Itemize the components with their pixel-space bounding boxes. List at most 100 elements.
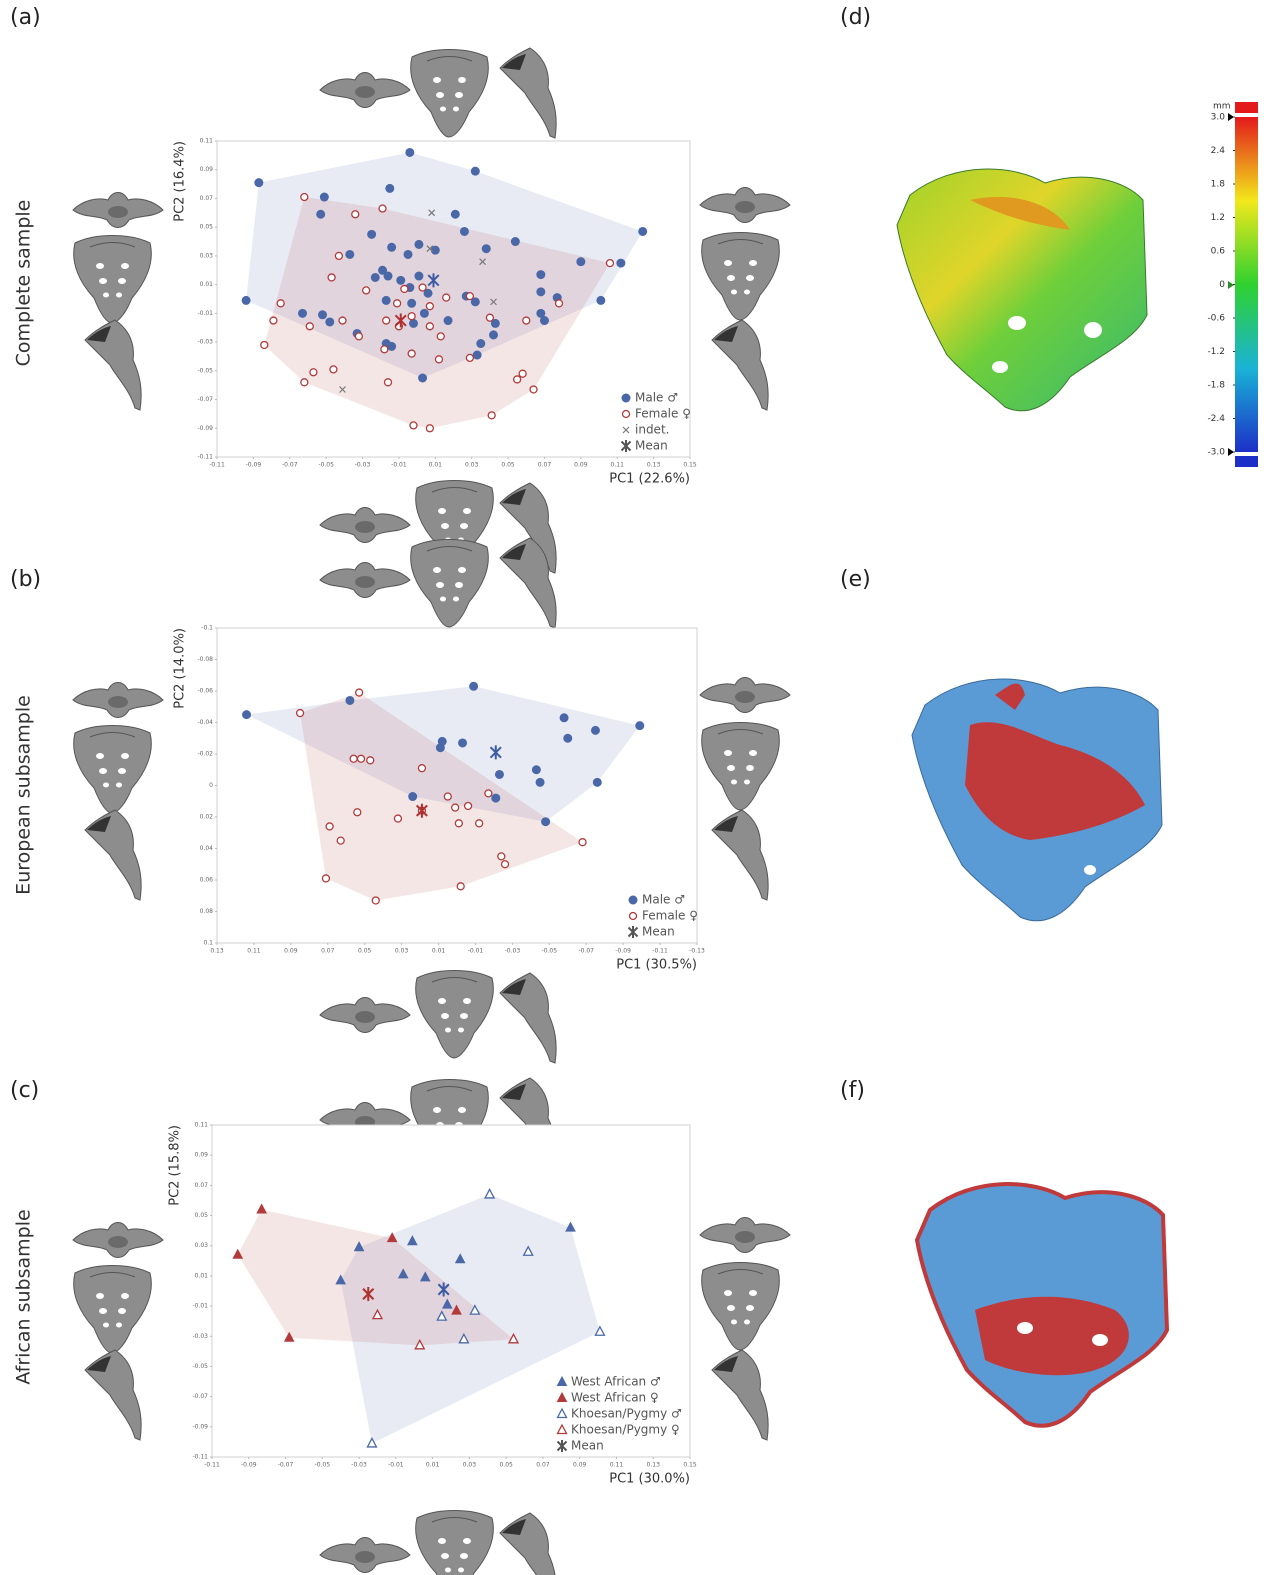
row-label: European subsample [13, 695, 35, 895]
data-point [456, 882, 465, 891]
colorbar-pointer [1228, 113, 1234, 121]
colorbar-over [1235, 102, 1258, 113]
data-point [481, 244, 491, 254]
data-point [425, 424, 435, 433]
x-tick-label: 0.13 [647, 462, 661, 469]
colorbar-tick-label: -1.2 [1207, 347, 1225, 357]
x-tick-label: -0.11 [209, 462, 225, 469]
x-tick-label: 0.05 [358, 948, 372, 955]
data-point [319, 192, 329, 202]
colorbar-tick-label: 1.8 [1211, 180, 1226, 190]
y-tick-label: 0.08 [200, 908, 214, 915]
colorbar-pointer [1228, 281, 1234, 289]
panel-label: (b) [10, 567, 41, 592]
data-point [414, 239, 424, 249]
legend-label: Male ♂ [642, 893, 685, 907]
data-point [459, 226, 469, 236]
data-point [616, 258, 626, 268]
data-point [554, 299, 564, 308]
y-tick-label: 0.03 [195, 1242, 209, 1249]
colorbar-pointer [1228, 448, 1234, 456]
x-axis-title: PC1 (22.6%) [609, 472, 690, 487]
data-point [590, 725, 600, 735]
y-tick-label: -0.1 [201, 625, 213, 632]
y-axis-title: PC2 (16.4%) [173, 141, 188, 222]
data-point [394, 313, 407, 328]
y-tick-label: 0.01 [200, 281, 214, 288]
plot-area [216, 627, 698, 944]
x-tick-label: -0.05 [315, 1462, 331, 1469]
data-point [485, 313, 495, 322]
x-tick-label: 0.11 [247, 948, 261, 955]
data-point [638, 226, 648, 236]
y-tick-label: 0.03 [200, 252, 214, 259]
data-point [465, 291, 475, 301]
data-point [436, 1310, 448, 1321]
data-point [362, 286, 371, 295]
y-tick-label: -0.09 [197, 425, 213, 432]
x-tick-label: -0.01 [388, 1462, 404, 1469]
data-point [327, 273, 336, 282]
data-point [559, 713, 569, 723]
x-tick-label: 0.15 [683, 1462, 697, 1469]
data-point [458, 738, 468, 748]
data-point [336, 836, 345, 845]
data-point [469, 1304, 481, 1315]
data-point [309, 368, 318, 377]
data-point [489, 745, 502, 760]
y-tick-label: 0.06 [200, 877, 214, 884]
data-point [437, 1282, 450, 1297]
data-point [300, 192, 309, 202]
data-point [592, 777, 602, 787]
data-point [366, 1437, 378, 1448]
x-tick-label: 0.11 [610, 1462, 624, 1469]
data-point [387, 341, 397, 351]
legend-label: Khoesan/Pygmy ♂ [571, 1407, 682, 1421]
colorbar-tick-label: -1.8 [1207, 381, 1225, 391]
x-tick-label: -0.11 [652, 948, 668, 955]
data-point [232, 1248, 244, 1259]
colorbar-tick-label: 3.0 [1211, 113, 1226, 123]
legend-label: Mean [635, 439, 668, 453]
data-point [470, 166, 480, 176]
data-point [378, 265, 388, 275]
group-hull [300, 692, 583, 901]
y-tick-label: -0.07 [192, 1393, 208, 1400]
x-tick-label: 0.03 [463, 1462, 477, 1469]
legend-marker [556, 1440, 568, 1452]
y-tick-label: 0.04 [200, 845, 214, 852]
data-point [414, 1338, 426, 1350]
x-tick-label: 0.11 [611, 462, 625, 469]
data-point [487, 411, 496, 420]
data-point [371, 896, 380, 905]
data-point [407, 312, 416, 321]
data-point [469, 681, 479, 691]
data-point [451, 1304, 462, 1315]
data-point [441, 1298, 453, 1309]
data-point [430, 245, 440, 255]
data-point [407, 298, 417, 308]
data-point [484, 789, 493, 798]
x-tick-label: 0.01 [432, 948, 446, 955]
data-point [418, 283, 427, 292]
y-tick-label: -0.09 [192, 1423, 208, 1430]
x-tick-label: -0.07 [578, 948, 594, 955]
data-point [382, 316, 391, 325]
data-point [454, 1253, 466, 1264]
x-tick-label: -0.05 [542, 948, 558, 955]
y-tick-label: 0.09 [200, 166, 214, 173]
legend-marker [628, 895, 638, 905]
data-point [370, 272, 380, 282]
data-point [298, 308, 308, 318]
x-tick-label: 0.07 [538, 462, 552, 469]
data-point [425, 302, 435, 311]
data-point [408, 792, 418, 802]
y-tick-label: -0.05 [192, 1363, 208, 1370]
data-point [366, 756, 375, 765]
y-tick-label: 0.1 [203, 940, 213, 947]
x-tick-label: -0.05 [318, 462, 334, 469]
y-tick-label: 0.09 [195, 1152, 209, 1159]
x-tick-label: -0.09 [246, 462, 262, 469]
data-point [403, 249, 413, 259]
